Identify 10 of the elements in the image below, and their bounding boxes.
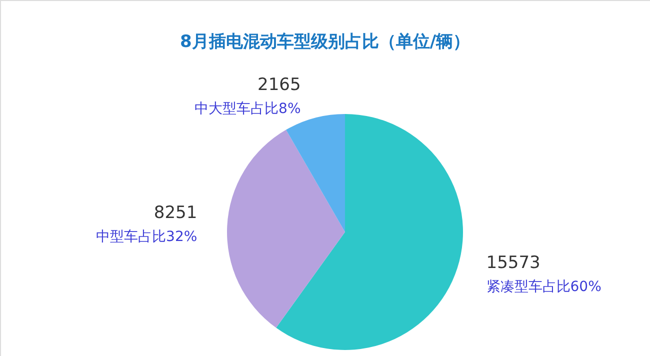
slice-label: 中型车占比32% <box>96 229 198 246</box>
data-label: 15573 <box>486 252 540 273</box>
slice-label: 中大型车占比8% <box>194 100 301 117</box>
pie-slice <box>276 114 463 350</box>
data-label: 2165 <box>258 74 301 95</box>
data-label: 8251 <box>154 203 198 224</box>
chart-title: 8月插电混动车型级别占比（单位/辆） <box>180 32 470 52</box>
slice-label: 紧凑型车占比60% <box>486 278 602 295</box>
pie-slice <box>286 114 345 232</box>
pie-slice <box>227 130 345 328</box>
